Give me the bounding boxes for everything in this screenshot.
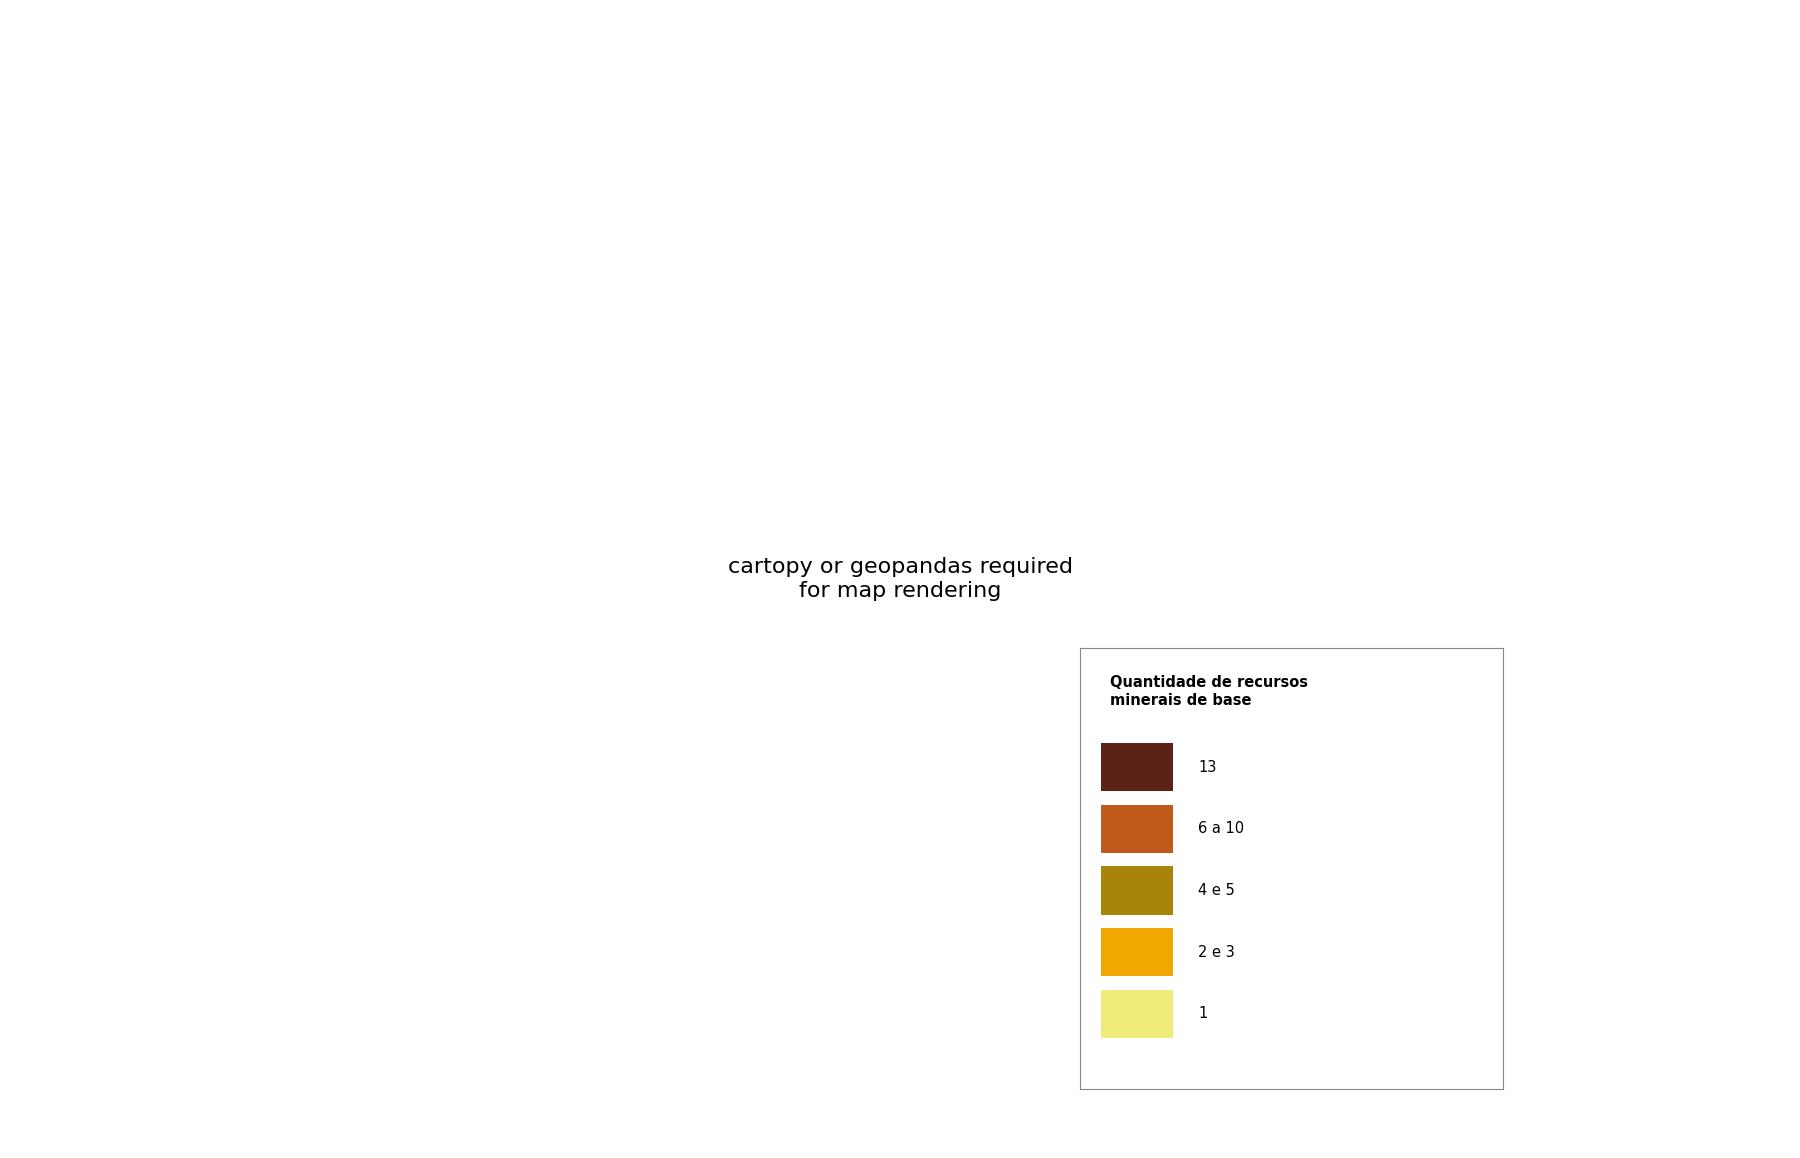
Text: 1: 1 — [1199, 1006, 1208, 1021]
Text: Quantidade de recursos
minerais de base: Quantidade de recursos minerais de base — [1109, 675, 1307, 709]
Text: 4 e 5: 4 e 5 — [1199, 884, 1235, 897]
Text: 13: 13 — [1199, 760, 1217, 775]
Text: 6 a 10: 6 a 10 — [1199, 821, 1244, 836]
Text: 2 e 3: 2 e 3 — [1199, 945, 1235, 960]
FancyBboxPatch shape — [1102, 866, 1174, 915]
FancyBboxPatch shape — [1102, 743, 1174, 792]
Text: cartopy or geopandas required
for map rendering: cartopy or geopandas required for map re… — [727, 557, 1073, 601]
FancyBboxPatch shape — [1102, 928, 1174, 976]
FancyBboxPatch shape — [1102, 989, 1174, 1038]
FancyBboxPatch shape — [1102, 805, 1174, 853]
